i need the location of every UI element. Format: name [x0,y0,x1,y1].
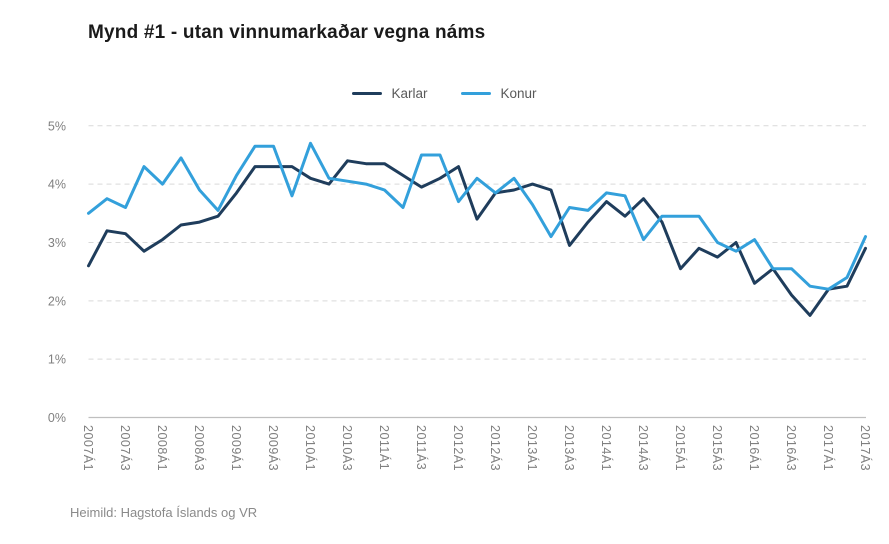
x-tick-label: 2008Á1 [155,425,170,471]
x-tick-label: 2009Á1 [229,425,244,471]
x-tick-label: 2012Á3 [488,425,503,471]
source-note: Heimild: Hagstofa Íslands og VR [70,505,258,520]
y-tick-label: 5% [48,119,66,133]
y-tick-label: 2% [48,294,66,308]
y-tick-label: 0% [48,411,66,425]
x-tick-label: 2017Á3 [858,425,873,471]
konur-line-swatch [461,91,492,96]
series-konur-line [87,141,867,291]
x-tick-label: 2007Á1 [81,425,96,471]
x-tick-label: 2011Á1 [377,425,392,470]
x-tick-label: 2013Á3 [562,425,577,471]
x-tick-label: 2016Á1 [747,425,762,471]
series-karlar-line [87,159,867,317]
legend-item-karlar: Karlar [352,86,427,101]
x-tick-label: 2008Á3 [192,425,207,471]
y-tick-label: 3% [48,236,66,250]
x-tick-label: 2010Á3 [340,425,355,471]
x-tick-label: 2007Á3 [118,425,133,471]
karlar-line-swatch [352,91,383,96]
x-tick-label: 2015Á3 [710,425,725,471]
legend-label-karlar: Karlar [391,86,428,101]
x-tick-label: 2010Á1 [303,425,318,471]
x-tick-label: 2011Á3 [414,425,429,470]
y-tick-label: 1% [48,353,66,367]
x-tick-label: 2012Á1 [451,425,466,471]
x-tick-label: 2017Á1 [821,425,836,471]
chart-legend: Karlar Konur [0,86,889,101]
y-tick-label: 4% [48,178,66,192]
x-tick-label: 2015Á1 [673,425,688,471]
x-tick-label: 2009Á3 [266,425,281,471]
x-tick-label: 2013Á1 [525,425,540,471]
legend-label-konur: Konur [500,86,537,101]
x-tick-label: 2014Á3 [636,425,651,471]
x-tick-label: 2016Á3 [784,425,799,471]
page-title: Mynd #1 - utan vinnumarkaðar vegna náms [88,22,486,43]
legend-item-konur: Konur [461,86,537,101]
x-tick-label: 2014Á1 [599,425,614,471]
